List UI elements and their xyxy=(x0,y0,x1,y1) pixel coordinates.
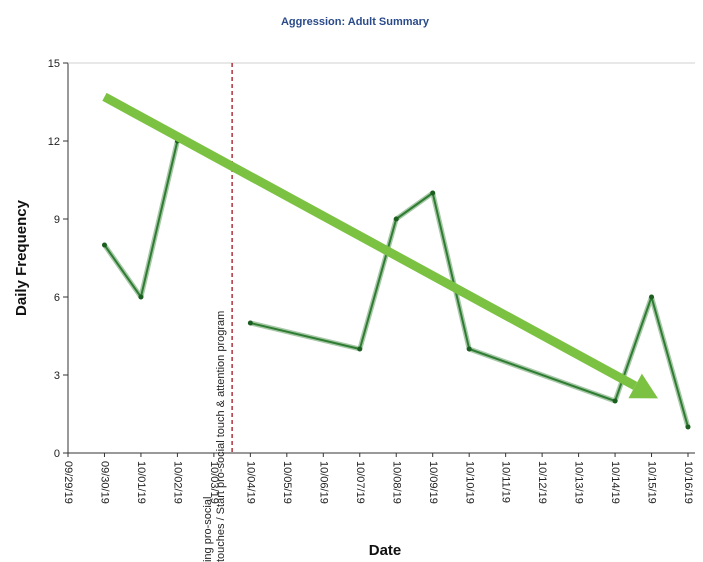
data-point xyxy=(247,320,253,326)
x-tick-label: 10/11/19 xyxy=(500,461,512,503)
x-tick-label: 10/04/19 xyxy=(244,461,256,504)
trend-arrow-shaft xyxy=(102,92,638,390)
data-point xyxy=(685,424,691,430)
x-tick-label: 09/30/19 xyxy=(99,461,111,504)
x-tick-label: 10/10/19 xyxy=(463,461,475,504)
series-line xyxy=(103,140,179,298)
x-tick-label: 10/12/19 xyxy=(536,461,548,504)
x-tick-label: 10/02/19 xyxy=(172,461,184,504)
chart-title: Aggression: Adult Summary xyxy=(281,16,430,28)
phase-change-label: touches / Start pro-social touch & atten… xyxy=(215,311,227,562)
series-line-shadow xyxy=(249,190,691,428)
x-tick-label: 10/08/19 xyxy=(390,461,402,504)
data-point xyxy=(612,398,618,404)
data-point xyxy=(101,242,107,248)
x-tick-label: 10/03/19 xyxy=(208,461,220,504)
data-point xyxy=(430,190,436,196)
x-tick-label: 10/14/19 xyxy=(609,461,621,504)
y-tick-label: 3 xyxy=(54,370,60,382)
x-tick-label: 10/09/19 xyxy=(427,461,439,504)
data-point xyxy=(466,346,472,352)
plot-area xyxy=(67,62,695,454)
x-tick-label: 10/06/19 xyxy=(317,461,329,504)
trend-arrow xyxy=(102,92,658,399)
trend-arrow-head xyxy=(628,373,658,399)
y-tick-label: 9 xyxy=(54,214,60,226)
y-axis-label: Daily Frequency xyxy=(13,199,30,316)
phase-change: ing pro-social touches / Start pro-social… xyxy=(202,63,233,562)
series-line-shadow xyxy=(102,140,180,300)
y-tick-label: 15 xyxy=(48,58,60,70)
data-point xyxy=(138,294,144,300)
series-lines xyxy=(101,138,691,430)
x-tick-label: 10/16/19 xyxy=(682,461,694,504)
x-tick-label: 10/15/19 xyxy=(646,461,658,504)
x-axis-label: Date xyxy=(369,542,402,559)
x-tick-label: 10/05/19 xyxy=(281,461,293,504)
y-tick-label: 12 xyxy=(48,136,60,148)
data-point xyxy=(357,346,363,352)
phase-change-label: ing pro-social xyxy=(202,497,214,562)
x-tick-label: 09/29/19 xyxy=(62,461,74,504)
x-tick-label: 10/13/19 xyxy=(573,461,585,504)
series-line xyxy=(250,192,689,428)
x-tick-label: 10/01/19 xyxy=(135,461,147,504)
data-point xyxy=(649,294,655,300)
x-tick-label: 10/07/19 xyxy=(354,461,366,504)
data-point xyxy=(393,216,399,222)
y-tick-label: 0 xyxy=(54,448,60,460)
axis-ticks: 0 3 6 9 12 15 09/29/19 09/30/19 10/01/19 10/02/19… xyxy=(48,58,694,504)
y-tick-label: 6 xyxy=(54,292,60,304)
